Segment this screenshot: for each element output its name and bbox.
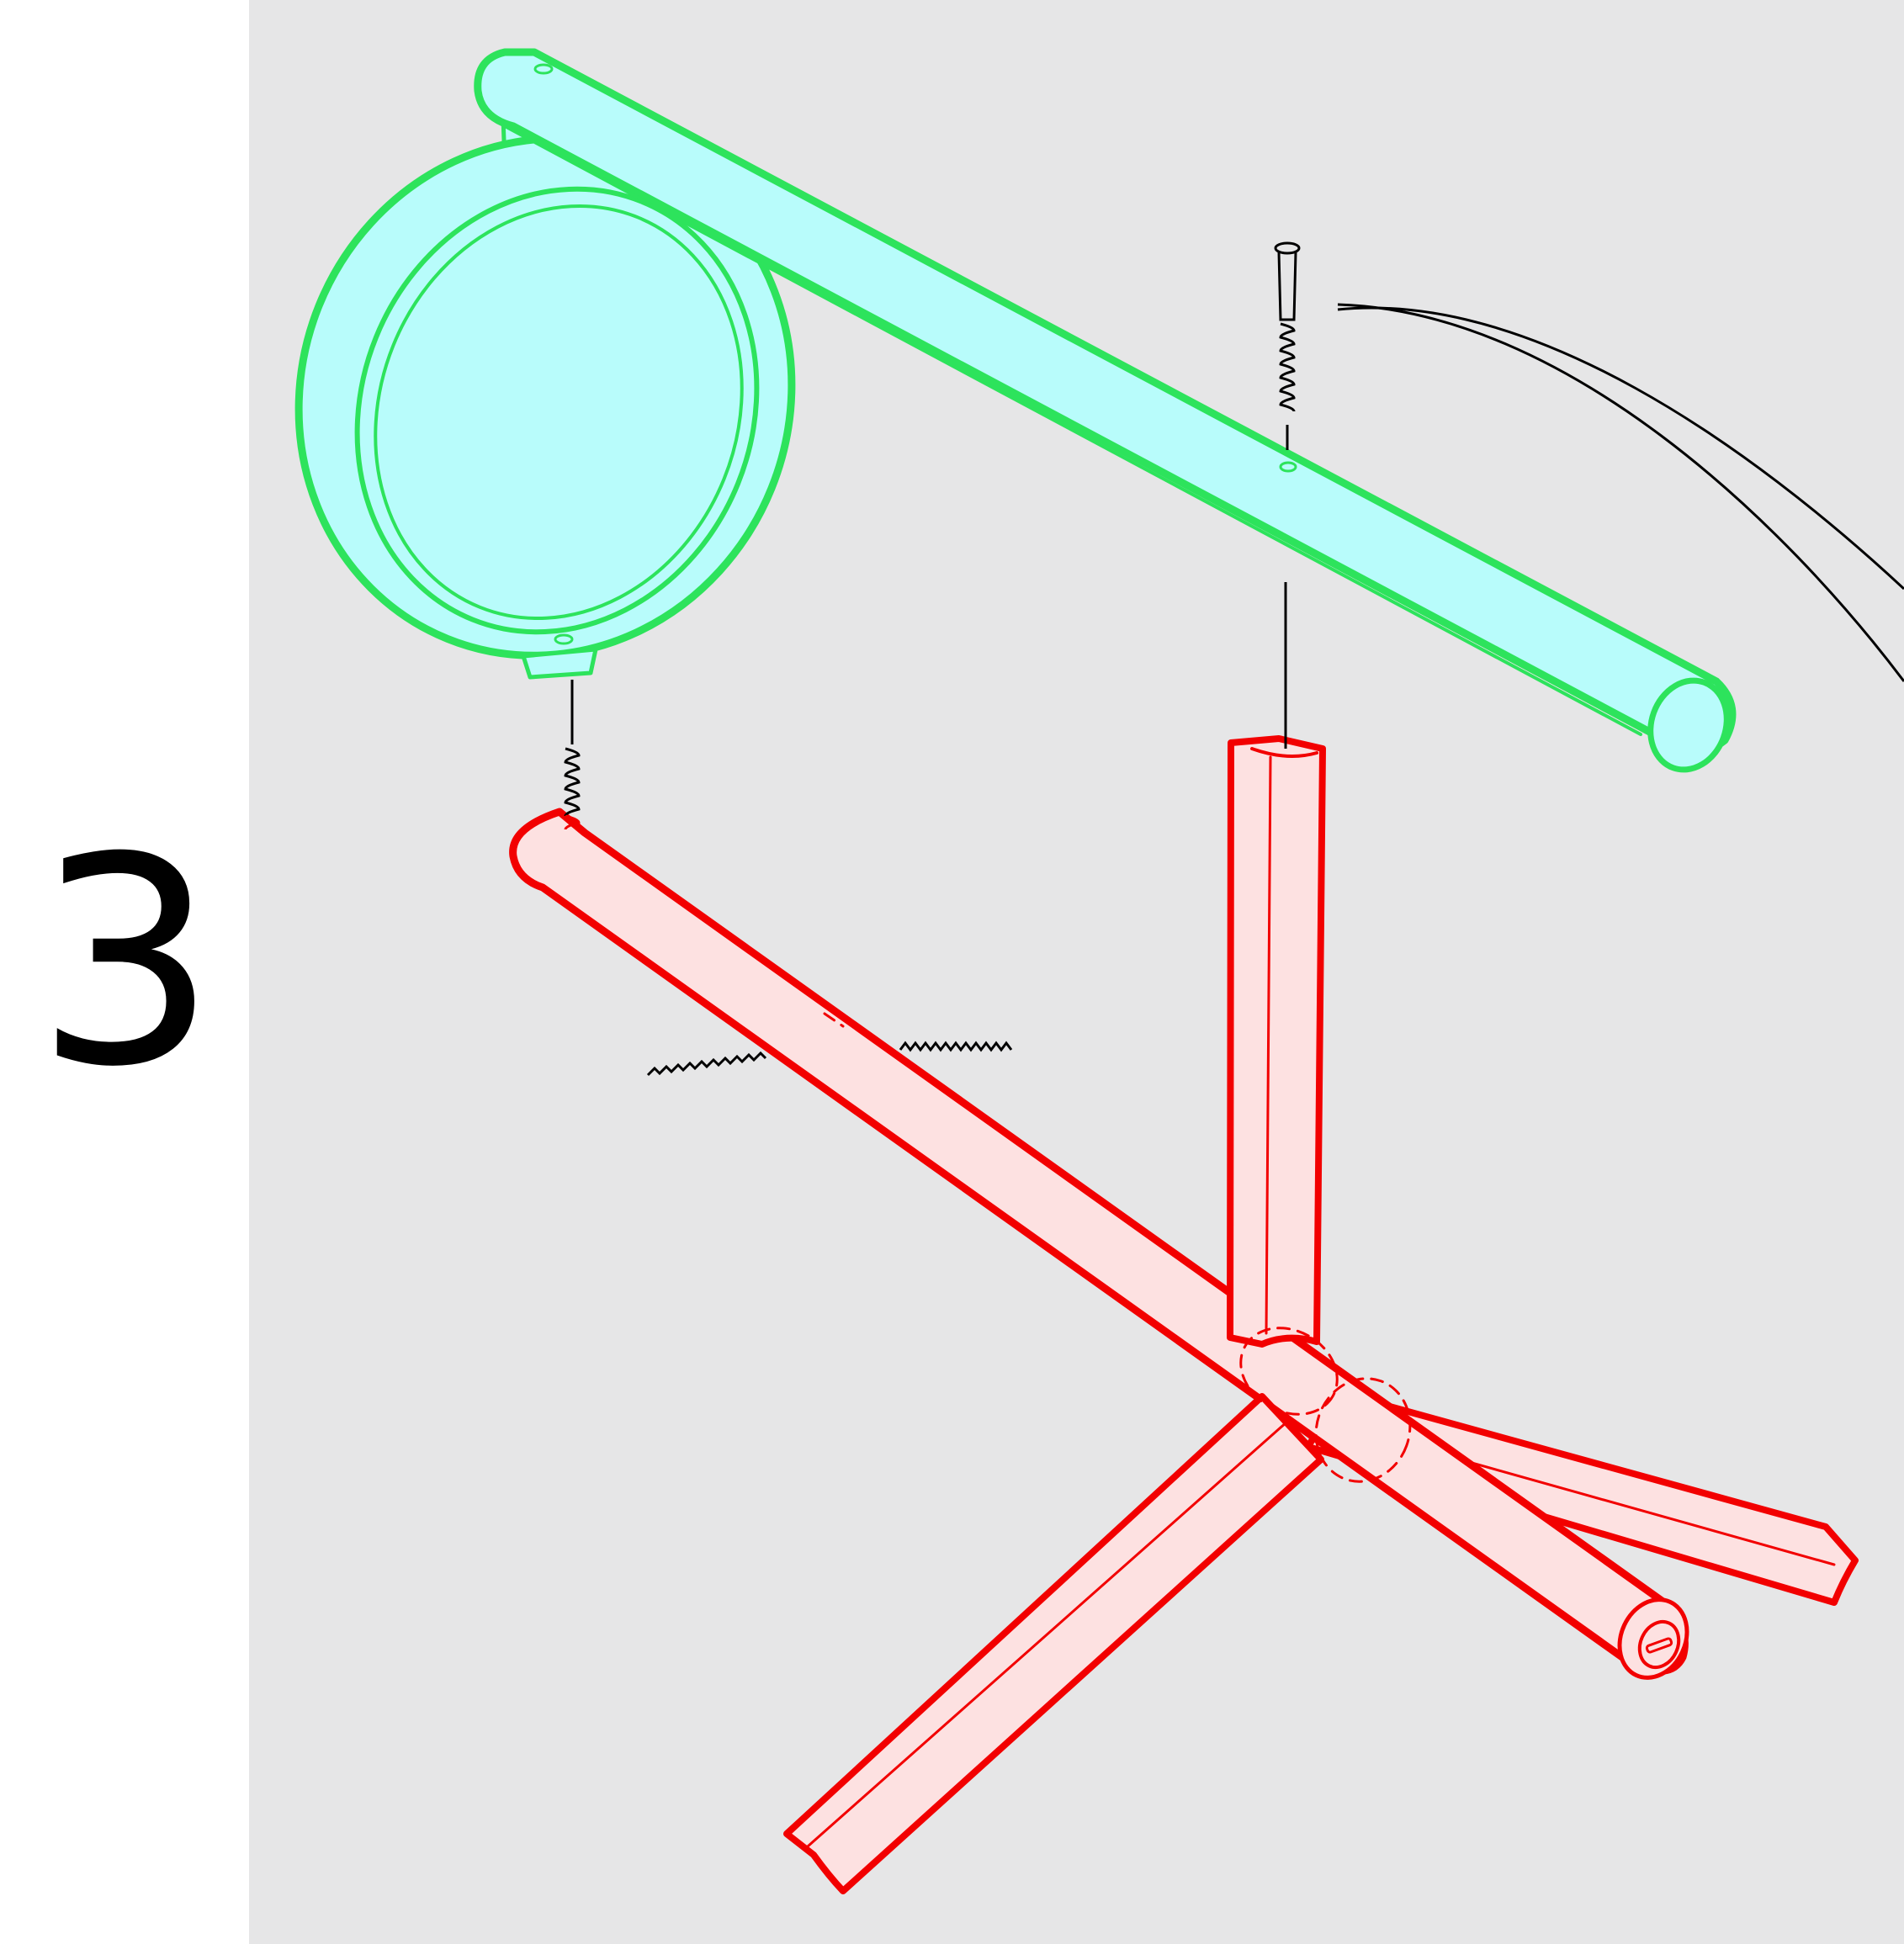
shade-front-inner-ring bbox=[374, 204, 744, 621]
shade-front-face bbox=[354, 186, 760, 635]
main-tube-end-plug bbox=[1637, 1619, 1681, 1670]
threaded-stud-left bbox=[646, 1051, 767, 1077]
instruction-margin: 3 bbox=[0, 0, 249, 1944]
assembly-illustration bbox=[249, 0, 1904, 1944]
threaded-stud-vertical bbox=[564, 680, 581, 817]
stud-thread-vertical bbox=[564, 747, 581, 817]
hidden-joint-ring-1 bbox=[1239, 1327, 1339, 1416]
hidden-socket-line bbox=[823, 1012, 845, 1028]
post-top-notch bbox=[1250, 747, 1318, 758]
hardware bbox=[564, 241, 1301, 1077]
post-ridge bbox=[1265, 755, 1272, 1335]
threaded-stud-right bbox=[899, 1041, 1013, 1052]
shade-bottom-screw-hole bbox=[554, 633, 574, 645]
lamp-head bbox=[294, 48, 1737, 773]
base-leg-front-left bbox=[783, 1393, 1324, 1894]
arm-lower-edge bbox=[503, 124, 1642, 736]
long-screw-head bbox=[1274, 241, 1301, 255]
arm-end-cap bbox=[1647, 677, 1730, 773]
arm-top-screw-hole bbox=[533, 63, 554, 75]
base-vertical-post bbox=[1227, 735, 1326, 1348]
long-screw-thread bbox=[1279, 322, 1296, 412]
threaded-stud-red-section bbox=[564, 814, 581, 830]
long-screw-guide-line bbox=[1284, 425, 1289, 749]
main-tube-end-cap bbox=[1617, 1597, 1689, 1680]
step-number: 3 bbox=[34, 797, 218, 1130]
long-screw-shank bbox=[1277, 252, 1297, 321]
hidden-joint-lines bbox=[823, 1012, 1412, 1483]
assembly-drawing bbox=[294, 48, 1904, 1894]
head-bottom-mount-tab bbox=[521, 647, 598, 680]
stud-thread-red bbox=[564, 814, 581, 830]
end-plug-slot bbox=[1645, 1637, 1673, 1654]
leg-front-left-ridge bbox=[806, 1420, 1289, 1848]
lamp-base bbox=[509, 735, 1859, 1894]
power-cord bbox=[1337, 303, 1904, 682]
long-screw bbox=[1274, 241, 1301, 749]
power-cord-strand-upper bbox=[1337, 306, 1904, 591]
power-cord-strand-lower bbox=[1337, 303, 1904, 682]
arm-screw-hole bbox=[1279, 461, 1297, 473]
hidden-joint-ring-2 bbox=[1314, 1377, 1412, 1483]
